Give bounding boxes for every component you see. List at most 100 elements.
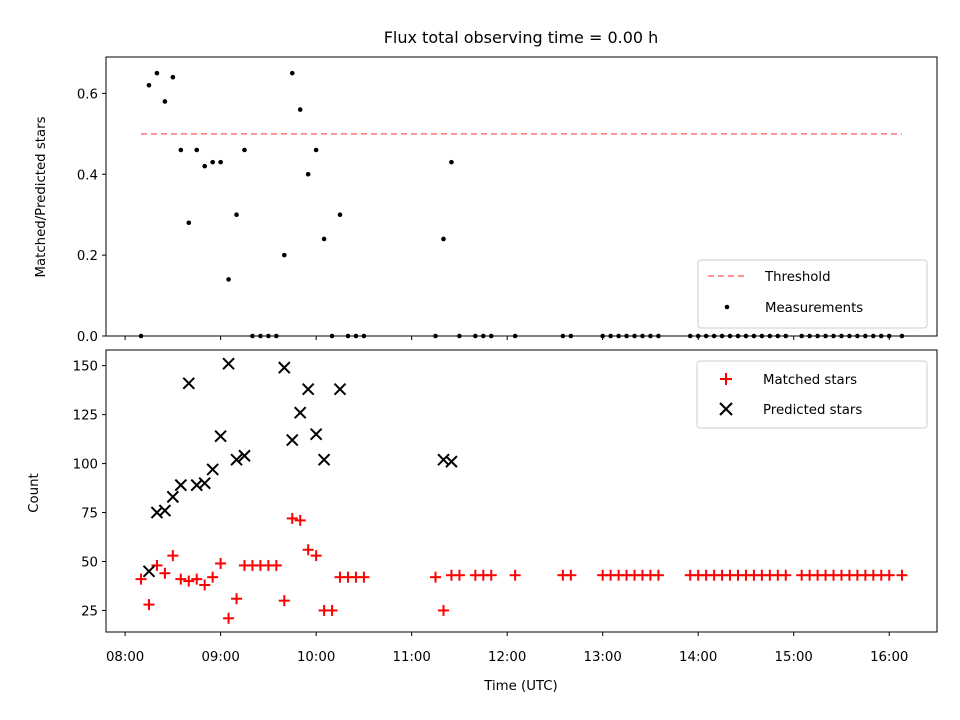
bottom-y-tick-label: 50 bbox=[81, 556, 98, 571]
measurement-point bbox=[321, 236, 327, 242]
measurement-points bbox=[138, 70, 905, 339]
matched-star-point bbox=[326, 604, 338, 616]
matched-star-point bbox=[896, 569, 908, 581]
matched-star-point bbox=[780, 569, 792, 581]
predicted-star-point bbox=[174, 478, 188, 492]
predicted-star-point bbox=[206, 463, 219, 476]
x-tick-label: 16:00 bbox=[870, 650, 908, 665]
measurement-point bbox=[226, 277, 231, 282]
measurement-point bbox=[218, 159, 223, 165]
matched-star-point bbox=[183, 575, 195, 587]
measurement-point bbox=[281, 252, 287, 258]
matched-star-point bbox=[167, 550, 179, 562]
x-tick-label: 15:00 bbox=[775, 650, 813, 665]
matched-star-point bbox=[175, 573, 187, 585]
matched-star-point bbox=[294, 514, 306, 526]
matched-star-point bbox=[437, 604, 449, 616]
matched-star-point bbox=[207, 571, 219, 583]
measurement-point bbox=[194, 147, 200, 153]
measurement-point bbox=[305, 171, 311, 177]
matched-star-point bbox=[453, 569, 465, 581]
bottom-axes-frame bbox=[105, 349, 938, 633]
matched-star-point bbox=[430, 571, 442, 583]
x-axis-label: Time (UTC) bbox=[483, 679, 558, 694]
measurement-point bbox=[313, 147, 319, 153]
predicted-star-point bbox=[301, 382, 315, 396]
matched-star-point bbox=[652, 569, 664, 581]
top-chart-title: Flux total observing time = 0.00 h bbox=[384, 28, 659, 47]
x-tick-label: 12:00 bbox=[488, 650, 526, 665]
predicted-star-point bbox=[333, 382, 347, 396]
predicted-star-point bbox=[230, 453, 243, 466]
matched-star-point bbox=[199, 579, 211, 591]
predicted-star-point bbox=[214, 429, 227, 443]
x-tick-label: 08:00 bbox=[106, 650, 144, 665]
top-axes-frame bbox=[105, 56, 938, 337]
matched-star-point bbox=[286, 512, 298, 524]
matched-stars-points bbox=[135, 512, 908, 624]
measurement-point bbox=[162, 99, 168, 104]
top-y-tick-label: 0.0 bbox=[77, 330, 98, 345]
measurement-point bbox=[234, 212, 239, 217]
measurement-point bbox=[242, 147, 247, 153]
measurement-point bbox=[337, 212, 343, 217]
matched-star-point bbox=[191, 573, 203, 585]
matched-star-point bbox=[143, 599, 155, 611]
matched-star-point bbox=[565, 569, 577, 581]
predicted-star-point bbox=[317, 453, 331, 466]
matched-star-point bbox=[278, 595, 290, 607]
predicted-star-point bbox=[158, 504, 172, 517]
top-y-tick-label: 0.6 bbox=[77, 87, 98, 102]
matched-star-point bbox=[231, 593, 243, 605]
x-tick-label: 13:00 bbox=[584, 650, 622, 665]
bottom-y-axis-label: Count bbox=[27, 473, 42, 513]
measurement-point bbox=[202, 163, 208, 169]
bottom-y-ticks: 25 50 75 100 125 150 bbox=[73, 360, 106, 619]
measurement-point bbox=[178, 147, 184, 153]
top-legend-box bbox=[697, 259, 928, 329]
bottom-y-tick-label: 150 bbox=[73, 360, 98, 375]
matched-star-point bbox=[151, 559, 163, 571]
predicted-star-point bbox=[142, 565, 156, 578]
matched-legend-swatch bbox=[720, 373, 732, 385]
predicted-star-point bbox=[182, 377, 195, 390]
predicted-star-point bbox=[222, 357, 235, 370]
matched-star-point bbox=[509, 569, 521, 581]
top-legend: Threshold Measurements bbox=[697, 259, 928, 329]
matched-star-point bbox=[135, 573, 147, 585]
top-panel: Flux total observing time = 0.00 h 0.00.… bbox=[34, 28, 938, 345]
predicted-legend-swatch bbox=[719, 402, 733, 416]
predicted-star-point bbox=[198, 476, 211, 490]
bottom-y-tick-label: 125 bbox=[73, 409, 98, 424]
measurements-legend-swatch bbox=[724, 304, 730, 310]
measurement-point bbox=[449, 159, 454, 165]
measurement-point bbox=[289, 70, 295, 76]
x-tick-label: 10:00 bbox=[297, 650, 335, 665]
top-y-tick-label: 0.2 bbox=[77, 249, 98, 264]
matched-star-point bbox=[485, 569, 497, 581]
top-y-tick-label: 0.4 bbox=[77, 168, 98, 183]
top-y-axis-label: Matched/Predicted stars bbox=[34, 116, 49, 277]
matched-star-point bbox=[883, 569, 895, 581]
measurement-point bbox=[186, 220, 192, 226]
bottom-x-ticks: 08:00 09:00 10:00 11:00 12:00 13:00 14:00 15:00… bbox=[106, 632, 908, 665]
bottom-legend-box bbox=[696, 360, 928, 429]
bottom-legend: Matched stars Predicted stars bbox=[696, 360, 928, 429]
measurement-point bbox=[441, 236, 446, 242]
predicted-star-point bbox=[309, 428, 323, 441]
bottom-panel: 25 50 75 100 125 150 08:00 09:00 10:00 11:00 12:0… bbox=[27, 349, 938, 694]
matched-star-point bbox=[310, 550, 322, 562]
measurement-point bbox=[297, 107, 303, 112]
measurement-point bbox=[210, 159, 215, 165]
bottom-y-tick-label: 100 bbox=[73, 458, 98, 473]
x-tick-label: 14:00 bbox=[679, 650, 717, 665]
matched-star-point bbox=[223, 612, 235, 624]
matched-legend-label: Matched stars bbox=[763, 373, 857, 388]
matched-star-point bbox=[159, 567, 171, 579]
bottom-y-tick-label: 25 bbox=[81, 604, 98, 619]
matched-star-point bbox=[302, 544, 314, 556]
predicted-star-point bbox=[238, 449, 251, 462]
top-y-ticks: 0.0 0.2 0.4 0.6 bbox=[77, 87, 106, 345]
